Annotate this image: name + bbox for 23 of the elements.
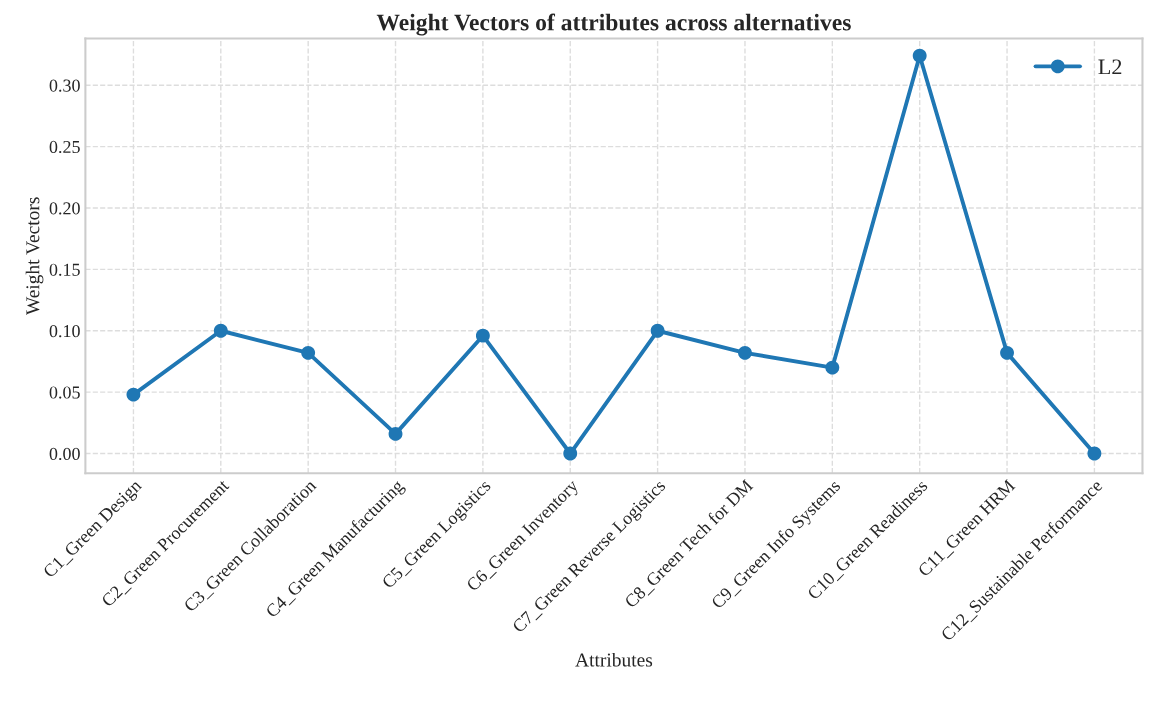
point — [126, 387, 141, 402]
point — [825, 360, 840, 375]
y-tick-label: 0.00 — [49, 447, 80, 461]
y-tick-label: 0.20 — [49, 202, 80, 215]
x-axis-title: Attributes — [575, 652, 653, 667]
point — [1000, 345, 1014, 360]
point — [563, 446, 578, 461]
point — [213, 323, 228, 338]
point — [650, 323, 665, 338]
y-axis-title: Weight Vectors — [25, 197, 44, 316]
y-tick-label: 0.15 — [49, 263, 80, 276]
point — [388, 426, 403, 441]
chart-title: Weight Vectors of attributes across alternatives — [376, 13, 851, 36]
point — [912, 48, 927, 63]
point — [1087, 446, 1102, 461]
point — [475, 328, 490, 343]
point — [301, 345, 316, 360]
y-tick-label: 0.25 — [49, 140, 80, 154]
y-tick-label: 0.30 — [49, 79, 80, 92]
y-tick-label: 0.10 — [49, 325, 80, 338]
legend-label: L2 — [1098, 59, 1122, 75]
point — [738, 345, 752, 360]
y-tick-label: 0.05 — [49, 386, 80, 399]
